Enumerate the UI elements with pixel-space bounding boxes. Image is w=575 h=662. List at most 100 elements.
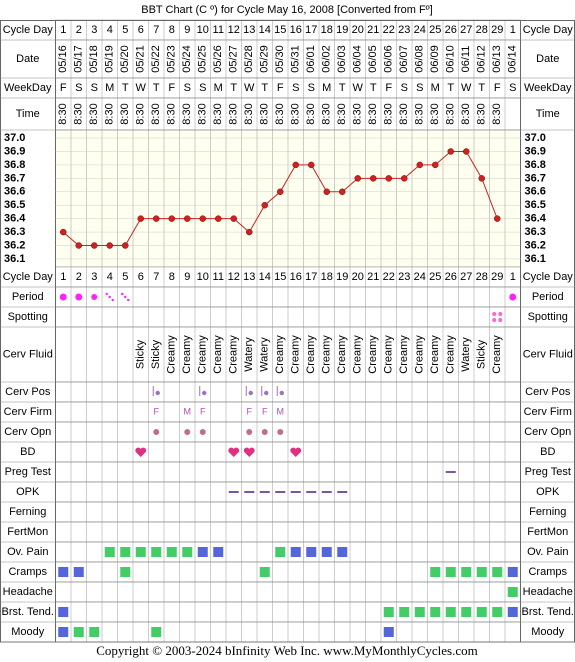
temperature-point	[261, 201, 268, 209]
period-dot	[105, 292, 108, 296]
temperature-point	[137, 215, 144, 222]
time: 8:30	[73, 103, 85, 124]
symptom-mark	[182, 547, 193, 557]
cycle-day: 21	[367, 271, 379, 283]
weekday: S	[308, 82, 315, 94]
symptom-mark	[383, 627, 394, 637]
weekday: F	[277, 82, 284, 94]
row-label: Time	[16, 108, 40, 120]
cycle-day: 6	[138, 271, 144, 283]
period-dot	[121, 292, 124, 296]
time: 8:30	[135, 103, 147, 124]
weekday: W	[136, 82, 147, 94]
spotting-dot	[492, 318, 497, 322]
symptom-mark	[290, 547, 301, 557]
cerv-pos-dot	[248, 390, 253, 396]
time: 8:30	[228, 103, 240, 124]
cycle-day: 11	[213, 271, 224, 283]
symptom-mark	[492, 607, 503, 617]
cerv-fluid: Creamy	[181, 335, 193, 374]
cerv-pos-dot	[155, 390, 160, 396]
row-label: Ferning	[529, 506, 566, 518]
y-tick-label: 36.6	[4, 186, 25, 198]
symptom-mark	[461, 607, 472, 617]
time: 8:30	[321, 103, 333, 124]
symptom-mark	[120, 547, 131, 557]
cycle-day: 12	[228, 24, 240, 36]
date: 06/07	[398, 45, 410, 73]
cerv-fluid: Creamy	[445, 335, 457, 374]
time: 8:30	[166, 103, 178, 124]
weekday: F	[494, 82, 501, 94]
symptom-mark	[73, 567, 84, 577]
cycle-day: 18	[321, 24, 333, 36]
temperature-point	[370, 175, 377, 182]
cerv-pos-mark	[152, 386, 160, 396]
weekday: T	[339, 82, 346, 94]
symptom-mark	[275, 547, 286, 557]
row-label: Preg Test	[525, 466, 571, 478]
temperature-point	[122, 242, 129, 249]
cerv-opn-mark	[277, 429, 284, 435]
cerv-firm: M	[184, 406, 192, 416]
cycle-day: 13	[243, 271, 255, 283]
cycle-day: 26	[445, 24, 457, 36]
cycle-day: 24	[414, 271, 426, 283]
weekday: T	[478, 82, 485, 94]
cerv-pos-mark	[245, 386, 253, 396]
weekday: T	[447, 82, 454, 94]
row-label: Preg Test	[5, 466, 51, 478]
time: 8:30	[274, 103, 286, 124]
y-tick-label: 36.9	[525, 145, 546, 157]
row-label: Moody	[531, 626, 565, 638]
date: 06/12	[476, 45, 488, 73]
row-label: Cycle Day	[523, 24, 574, 36]
y-tick-label: 36.2	[525, 239, 546, 251]
row-label: Cerv Fluid	[3, 348, 53, 360]
cycle-day: 10	[197, 271, 209, 283]
row-label: Moody	[11, 626, 45, 638]
cycle-day: 6	[138, 24, 144, 36]
date: 06/14	[507, 45, 519, 73]
row-label: Cerv Opn	[524, 426, 571, 438]
row-label: WeekDay	[4, 82, 52, 94]
temperature-point	[447, 148, 454, 155]
symptom-mark	[58, 607, 69, 617]
date: 06/13	[491, 45, 503, 73]
row-label: Date	[16, 53, 39, 65]
weekday: T	[370, 82, 377, 94]
temperature-point	[323, 188, 330, 196]
symptom-mark	[430, 607, 441, 617]
cerv-fluid: Creamy	[367, 335, 379, 374]
cerv-firm: F	[247, 406, 253, 416]
weekday: S	[292, 82, 299, 94]
time: 8:30	[259, 103, 271, 124]
cerv-fluid: Creamy	[414, 335, 426, 374]
period-dot	[108, 295, 111, 299]
row-label: OPK	[16, 486, 40, 498]
date: 06/06	[383, 45, 395, 73]
period-mark	[509, 293, 517, 301]
cerv-fluid: Creamy	[290, 335, 302, 374]
cycle-day: 7	[153, 271, 159, 283]
time: 8:30	[104, 103, 116, 124]
symptom-mark	[414, 607, 425, 617]
weekday: W	[461, 82, 472, 94]
cycle-day: 23	[398, 271, 410, 283]
weekday: S	[199, 82, 206, 94]
time: 8:30	[305, 103, 317, 124]
weekday: F	[60, 82, 67, 94]
cerv-pos-mark	[199, 386, 207, 396]
row-label: FertMon	[7, 526, 48, 538]
time: 8:30	[119, 103, 131, 124]
weekday: M	[214, 82, 223, 94]
y-tick-label: 36.6	[525, 186, 546, 198]
time: 8:30	[290, 103, 302, 124]
row-label: Ov. Pain	[7, 546, 48, 558]
y-tick-label: 36.4	[4, 213, 26, 225]
weekday: F	[385, 82, 392, 94]
symptom-mark	[445, 567, 456, 577]
date: 06/05	[367, 45, 379, 73]
cycle-day: 5	[122, 271, 128, 283]
cerv-firm: F	[154, 406, 160, 416]
